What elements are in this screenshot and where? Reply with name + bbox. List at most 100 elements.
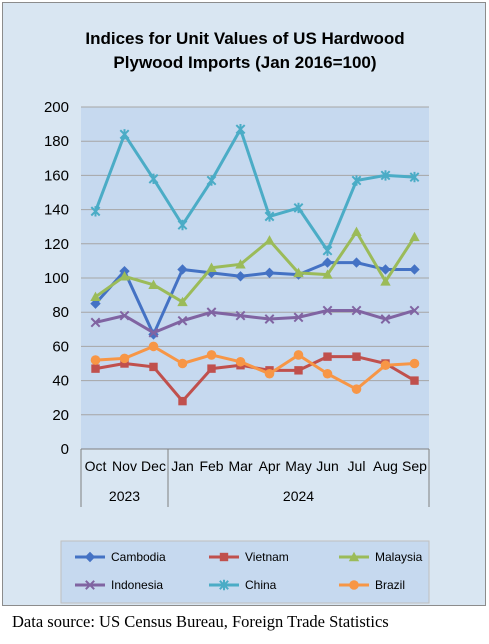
legend-item: Malaysia <box>339 550 423 564</box>
y-tick-label: 60 <box>52 338 69 355</box>
data-point <box>293 312 304 323</box>
data-point <box>235 271 246 282</box>
data-point <box>235 259 246 269</box>
data-point <box>409 231 420 242</box>
x-tick-label: Oct <box>85 458 107 474</box>
x-tick-label: Apr <box>259 458 281 474</box>
series-line <box>94 261 415 336</box>
legend-label: Indonesia <box>111 578 163 592</box>
data-point <box>264 314 275 324</box>
data-point <box>293 350 304 360</box>
legend-label: Malaysia <box>375 550 423 564</box>
legend: Cambodia Vietnam Malaysia Indonesia China Bra… <box>60 540 430 604</box>
data-point <box>380 314 391 324</box>
data-point <box>322 368 333 379</box>
data-point <box>119 310 130 321</box>
legend-label: Brazil <box>375 578 405 592</box>
data-point <box>119 271 130 281</box>
data-point <box>264 267 275 279</box>
data-point <box>323 352 332 361</box>
chart-title: Indices for Unit Values of US Hardwood P… <box>3 27 487 75</box>
series-brazil <box>90 341 420 394</box>
data-point <box>380 264 391 275</box>
data-point <box>90 317 101 328</box>
data-point <box>219 552 229 562</box>
legend-item: Vietnam <box>209 550 289 564</box>
data-point <box>264 211 275 222</box>
data-point <box>351 226 362 237</box>
y-tick-label: 40 <box>52 373 69 390</box>
data-point <box>294 366 303 375</box>
x-tick-label: Jul <box>348 458 366 474</box>
data-point <box>206 262 217 272</box>
line-chart: 0 20 40 60 80 100 120 140 160 180 200 Oct Nov Dec Jan F… <box>44 99 430 604</box>
y-tick-label: 200 <box>44 99 69 116</box>
data-point <box>119 353 130 364</box>
data-point <box>264 235 275 245</box>
legend-item: Brazil <box>339 578 405 592</box>
legend-item: Indonesia <box>75 578 163 592</box>
y-tick-label: 140 <box>44 202 69 219</box>
x-tick-label: Feb <box>199 458 223 474</box>
data-point <box>148 327 159 338</box>
data-point <box>85 580 95 590</box>
data-point <box>349 580 359 590</box>
year-group-label: 2023 <box>109 488 140 504</box>
data-point <box>380 170 391 181</box>
x-tick-label: Jan <box>171 458 194 474</box>
series-line <box>95 344 415 391</box>
data-point <box>119 129 130 140</box>
data-point <box>235 124 246 135</box>
data-point <box>264 368 275 379</box>
chart-title-line-1: Indices for Unit Values of US Hardwood <box>85 29 405 48</box>
series-line <box>94 127 415 253</box>
data-point <box>90 298 101 309</box>
data-point <box>219 579 229 591</box>
chart-frame: Indices for Unit Values of US Hardwood P… <box>2 2 486 606</box>
x-tick-label: Nov <box>112 458 137 474</box>
y-tick-label: 120 <box>44 236 69 253</box>
data-point <box>409 358 420 369</box>
data-point <box>322 269 333 279</box>
data-point <box>120 359 129 368</box>
data-point <box>409 171 420 183</box>
x-tick-label: Jun <box>316 458 339 474</box>
data-point <box>351 175 362 186</box>
data-point <box>90 291 101 302</box>
data-point <box>206 350 217 360</box>
legend-item: China <box>209 578 277 592</box>
y-tick-label: 0 <box>61 441 69 458</box>
data-point <box>351 305 362 316</box>
data-point <box>84 551 96 563</box>
data-point <box>90 355 101 365</box>
data-point <box>293 267 304 278</box>
data-point <box>177 219 188 231</box>
data-point <box>380 360 391 371</box>
legend-box <box>60 540 430 604</box>
data-point <box>149 362 158 372</box>
year-group-label: 2024 <box>283 488 314 504</box>
data-point <box>148 173 159 185</box>
x-tick-label: May <box>285 458 311 474</box>
legend-label: China <box>245 578 277 592</box>
x-tick-label: Dec <box>141 458 166 474</box>
series-line <box>94 230 416 304</box>
data-point <box>235 310 246 321</box>
data-point <box>91 364 100 373</box>
series-china <box>90 124 420 256</box>
data-point <box>207 364 216 373</box>
data-point <box>206 307 217 318</box>
legend-item: Cambodia <box>75 550 166 564</box>
data-point <box>322 305 333 316</box>
data-point <box>351 384 362 394</box>
data-point <box>177 358 188 369</box>
data-point <box>235 356 246 367</box>
data-point <box>410 376 419 385</box>
y-tick-label: 180 <box>44 133 69 150</box>
data-point <box>409 305 420 316</box>
y-tick-label: 100 <box>44 270 69 287</box>
data-point <box>206 175 217 186</box>
data-point <box>148 279 159 290</box>
series-indonesia <box>90 305 420 338</box>
data-point <box>322 245 333 256</box>
